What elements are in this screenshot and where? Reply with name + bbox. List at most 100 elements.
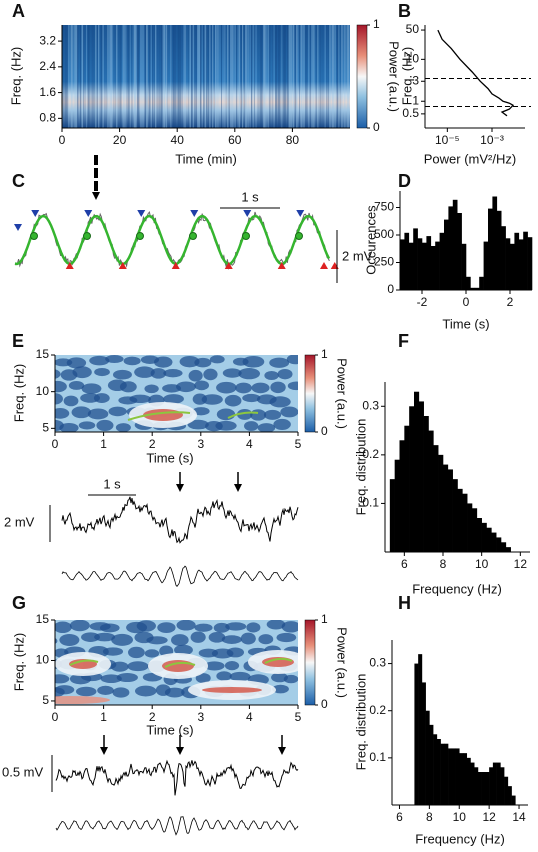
heatmap-stripe (189, 25, 192, 128)
y-tick-label: 250 (374, 255, 394, 269)
bar (404, 232, 410, 290)
heatmap-blob (263, 409, 282, 420)
heatmap-blob (179, 356, 200, 368)
heatmap-stripe (162, 25, 165, 128)
heatmap-blob (163, 369, 183, 378)
heatmap-stripe (62, 25, 64, 128)
bar (448, 748, 453, 805)
heatmap-stripe (209, 25, 211, 128)
heatmap-stripe (263, 25, 265, 128)
trough-marker (320, 262, 328, 269)
heatmap-stripe (267, 25, 270, 128)
bar (433, 445, 439, 552)
heatmap-blob (81, 632, 100, 642)
panel-label: H (398, 593, 411, 613)
heatmap-blob (55, 369, 61, 379)
x-tick-label: 10 (453, 810, 467, 824)
x-tick-label: 40 (171, 133, 185, 147)
heatmap-blob (171, 634, 189, 646)
heatmap-stripe (146, 25, 148, 128)
bar (430, 246, 436, 290)
bar (451, 748, 456, 805)
heatmap-blob (276, 632, 297, 643)
heatmap-blob (71, 406, 92, 419)
heatmap-stripe (188, 25, 190, 128)
heatmap-stripe (194, 25, 196, 128)
heatmap-stripe (245, 25, 247, 128)
heatmap-blob (257, 423, 276, 432)
heatmap-blob (127, 661, 149, 672)
heatmap-stripe (246, 25, 249, 128)
heatmap-blob (242, 393, 261, 403)
heatmap-stripe (302, 25, 304, 128)
heatmap-blob (94, 632, 116, 642)
heatmap-blob (216, 381, 237, 394)
heatmap-stripe (320, 25, 322, 128)
heatmap-blob (94, 367, 110, 377)
heatmap-blob (78, 421, 96, 430)
heatmap-blob (115, 423, 131, 432)
heatmap-blob (269, 357, 290, 368)
heatmap-blob (55, 393, 63, 405)
heatmap-blob (144, 649, 160, 658)
heatmap-stripe (200, 25, 202, 128)
y-tick-label: 0.5 (402, 106, 419, 120)
bar (477, 772, 482, 805)
heatmap-stripe (206, 25, 208, 128)
heatmap-blob (55, 380, 67, 393)
heatmap-stripe (338, 25, 340, 128)
heatmap-blob (163, 394, 184, 404)
heatmap-stripe (120, 25, 122, 128)
filtered-trace (14, 214, 331, 266)
y-axis-label: Freq. (Hz) (399, 47, 414, 106)
bar (452, 199, 458, 290)
heatmap-stripe (243, 25, 246, 128)
heatmap-stripe (104, 25, 106, 128)
heatmap-stripe (183, 25, 186, 128)
y-axis-label: Freq. distribution (353, 674, 368, 771)
heatmap-stripe (285, 25, 287, 128)
heatmap-stripe (228, 25, 230, 128)
heatmap-stripe (279, 25, 282, 128)
bar (408, 242, 414, 290)
bar (518, 239, 524, 290)
heatmap-blob (59, 422, 79, 432)
y-axis-label: Freq. (Hz) (11, 633, 26, 692)
x-tick-label: 10⁻³ (480, 133, 504, 147)
heatmap-stripe (173, 25, 175, 128)
heatmap-stripe (80, 25, 82, 128)
heatmap-stripe (348, 25, 350, 128)
bar (414, 663, 419, 805)
heatmap-blob (251, 382, 270, 394)
colorbar-label: Power (a.u.) (335, 358, 350, 429)
heatmap-stripe (164, 25, 166, 128)
x-axis-label: Time (s) (442, 316, 489, 331)
heatmap-stripe (101, 25, 103, 128)
bar (481, 522, 487, 552)
heatmap-stripe (131, 25, 133, 128)
heatmap-stripe (143, 25, 145, 128)
y-tick-label: 3.2 (39, 33, 56, 47)
x-tick-label: 1 (100, 710, 107, 724)
heatmap-stripe (318, 25, 320, 128)
heatmap-stripe (312, 25, 315, 128)
bar (496, 210, 502, 290)
y-tick-label: 5 (42, 693, 49, 707)
heatmap-blob (225, 622, 247, 631)
panel-label: A (12, 1, 25, 21)
x-tick-label: 2 (507, 295, 514, 309)
bar (399, 440, 405, 552)
heatmap-stripe (177, 25, 180, 128)
bar (452, 479, 458, 552)
heatmap-texture (55, 355, 298, 432)
arrow-head (234, 484, 242, 492)
heatmap-blob (190, 631, 206, 643)
bar (426, 236, 432, 290)
colorbar (356, 24, 368, 129)
heatmap-blob (194, 357, 212, 368)
heatmap-stripe (239, 25, 241, 128)
heatmap-blob (93, 393, 110, 404)
heatmap-stripe (261, 25, 264, 128)
heatmap-stripe (74, 25, 76, 128)
heatmap-stripe (72, 25, 74, 128)
